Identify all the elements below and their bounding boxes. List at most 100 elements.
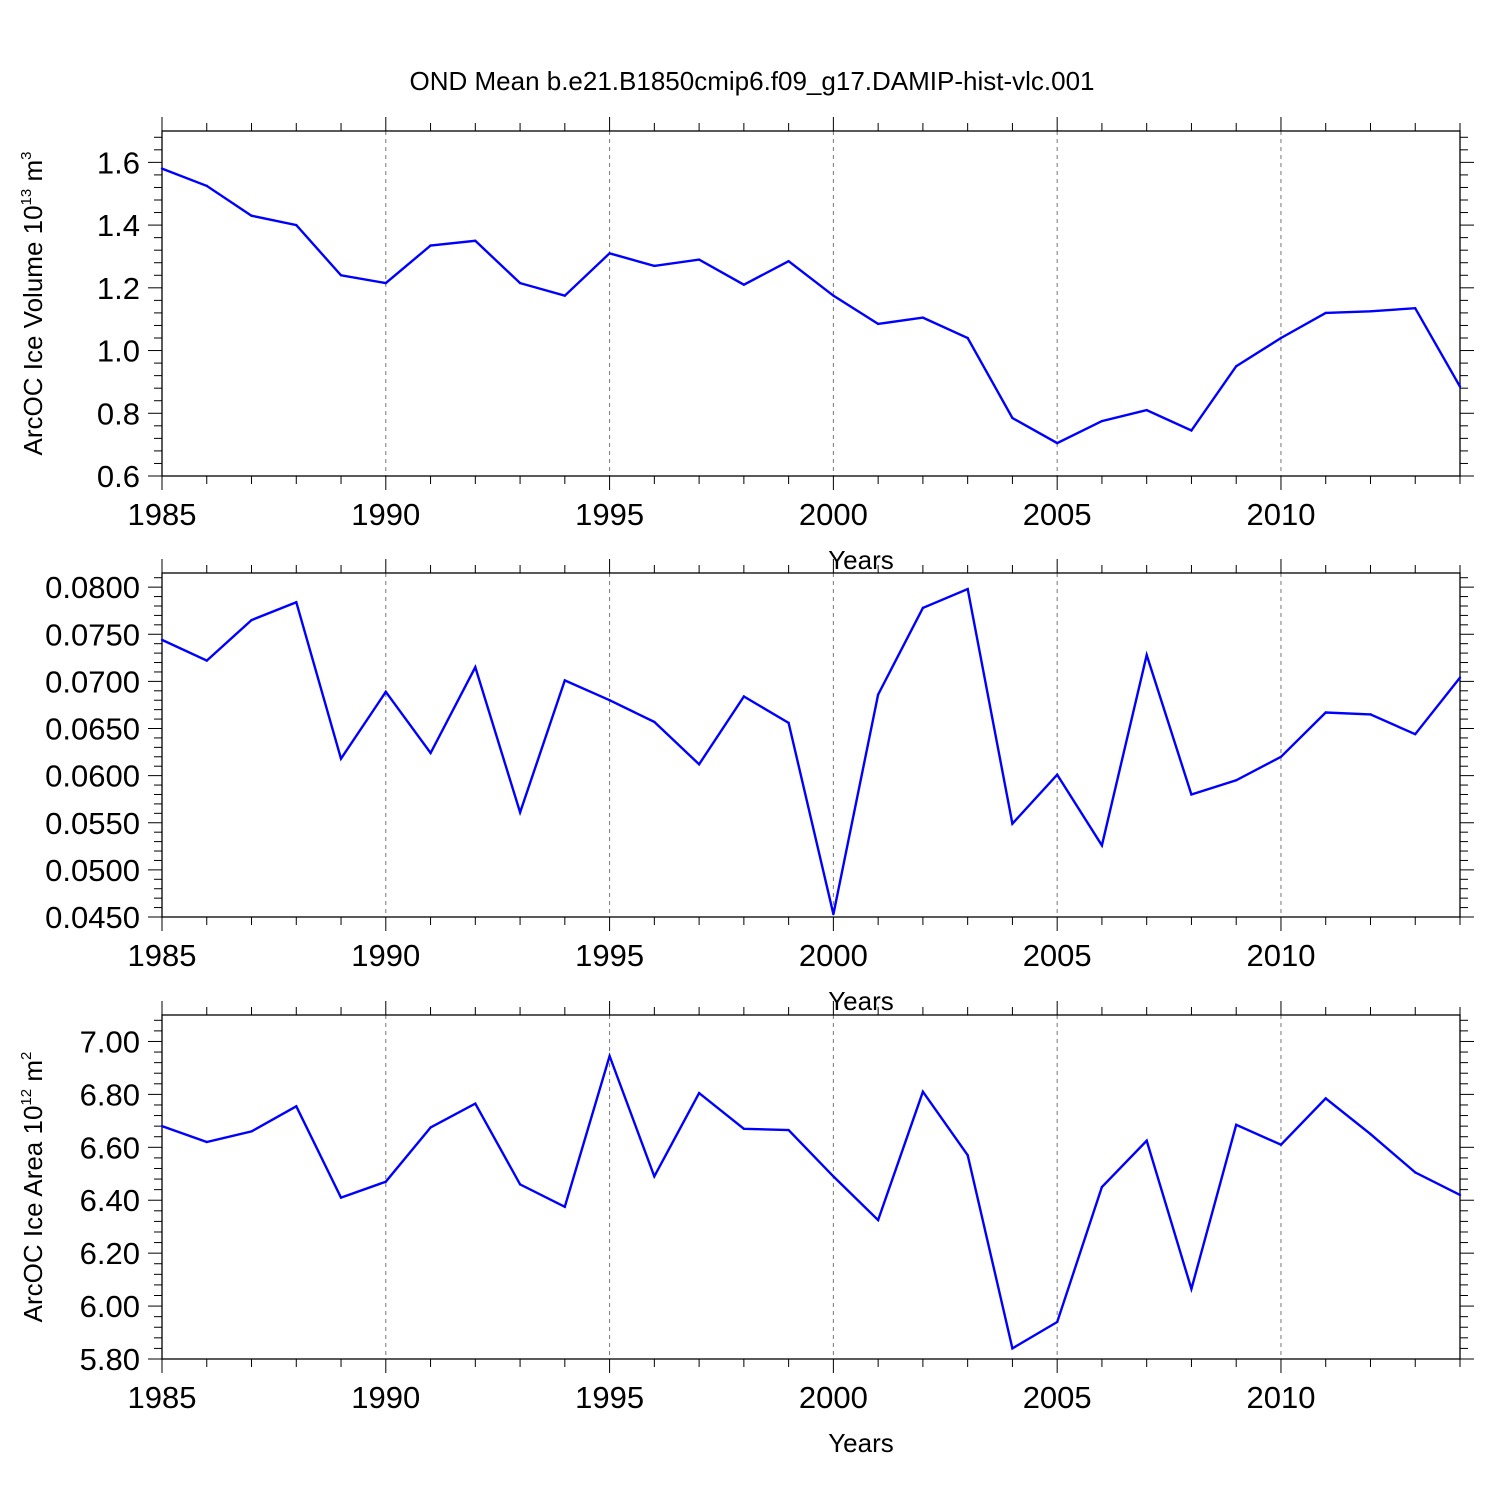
- data-point: [1145, 653, 1148, 657]
- y-tick-label: 6.20: [80, 1236, 140, 1271]
- data-point: [608, 1054, 611, 1058]
- data-point: [160, 167, 164, 170]
- y-tick-label: 1.0: [97, 334, 140, 369]
- data-point: [160, 1124, 164, 1128]
- data-point: [563, 1205, 567, 1209]
- y-tick-label: 6.40: [80, 1183, 140, 1218]
- data-point: [1055, 773, 1059, 776]
- y-tick-label: 6.00: [80, 1289, 140, 1324]
- data-point: [1190, 1287, 1193, 1291]
- data-point: [518, 811, 522, 814]
- y-tick-label: 0.0500: [45, 853, 140, 888]
- x-tick-label: 2000: [799, 938, 868, 973]
- y-tick-label: 1.4: [97, 208, 140, 243]
- y-axis-title: ArcOC Ice Volume 1013 m3: [18, 152, 48, 456]
- data-point: [1279, 336, 1283, 340]
- series-line: [161, 1052, 1461, 1351]
- x-axis-title: Years: [828, 986, 894, 1016]
- data-point: [966, 1154, 969, 1157]
- data-point: [1100, 419, 1104, 423]
- y-tick-label: 7.00: [80, 1024, 140, 1059]
- data-point: [1369, 1132, 1372, 1136]
- series-line: [161, 167, 1462, 445]
- y-tick-label: 0.0450: [45, 900, 140, 935]
- plot-frame: [161, 130, 1461, 477]
- plot-frame: [161, 572, 1461, 918]
- data-point: [653, 1175, 656, 1178]
- data-point: [742, 1127, 746, 1130]
- x-tick-label: 2010: [1246, 497, 1315, 532]
- y-tick-label: 0.8: [97, 396, 140, 431]
- data-point: [742, 283, 746, 286]
- data-point: [608, 699, 611, 702]
- data-point: [384, 690, 387, 693]
- data-point: [295, 601, 298, 604]
- data-point: [295, 223, 298, 227]
- x-tick-label: 1990: [351, 1380, 420, 1415]
- data-point: [474, 1102, 477, 1105]
- data-point: [160, 638, 164, 642]
- y-tick-label: 1.6: [97, 145, 140, 180]
- y-tick-label: 0.0800: [45, 570, 140, 605]
- y-tick-label: 0.6: [97, 459, 140, 494]
- panel-1: 1985 1990 1995 2000 2005 2010 0.6 0.8 1.0 1.2 1.4 1…: [18, 117, 1474, 575]
- data-point: [384, 281, 387, 285]
- data-point: [295, 1105, 298, 1108]
- panels: 1985 1990 1995 2000 2005 2010 0.6 0.8 1.0 1.2 1.4 1…: [18, 117, 1474, 1458]
- y-tick-label: 0.0550: [45, 806, 140, 841]
- data-point: [921, 606, 925, 610]
- data-point: [1011, 416, 1014, 420]
- data-point: [205, 1140, 208, 1144]
- data-point: [1369, 713, 1372, 716]
- data-point: [653, 264, 656, 268]
- data-point: [1235, 1123, 1238, 1127]
- x-tick-label: 2010: [1246, 938, 1315, 973]
- data-point: [429, 244, 432, 247]
- data-point: [1414, 1171, 1417, 1174]
- x-tick-label: 1990: [351, 497, 420, 532]
- x-tick-label: 1990: [351, 938, 420, 973]
- plot-frame: [161, 1014, 1461, 1360]
- data-point: [966, 587, 969, 591]
- data-point: [1324, 311, 1327, 315]
- data-point: [832, 294, 835, 297]
- data-point: [653, 720, 656, 724]
- data-point: [1324, 711, 1327, 714]
- data-point: [966, 336, 969, 340]
- x-tick-label: 2005: [1023, 1380, 1092, 1415]
- series-line: [161, 587, 1461, 915]
- y-tick-label: 1.2: [97, 271, 140, 306]
- x-tick-label: 1985: [128, 497, 197, 532]
- data-point: [787, 721, 790, 725]
- data-point: [339, 1196, 343, 1199]
- data-point: [832, 912, 835, 916]
- x-tick-label: 2005: [1023, 497, 1092, 532]
- x-tick-label: 2010: [1246, 1380, 1315, 1415]
- data-point: [876, 693, 880, 696]
- data-point: [339, 274, 343, 277]
- data-point: [1100, 844, 1104, 847]
- data-point: [876, 322, 880, 326]
- x-axis-title: Years: [828, 1428, 894, 1458]
- data-point: [742, 695, 746, 698]
- data-point: [339, 757, 343, 760]
- data-point: [474, 239, 477, 242]
- y-tick-label: 5.80: [80, 1342, 140, 1377]
- x-tick-label: 1985: [128, 938, 197, 973]
- data-point: [1324, 1097, 1327, 1100]
- x-tick-label: 1995: [575, 938, 644, 973]
- data-point: [1145, 1139, 1148, 1142]
- data-point: [876, 1218, 880, 1222]
- data-point: [1145, 408, 1148, 412]
- data-point: [1190, 429, 1193, 432]
- data-point: [1055, 441, 1059, 445]
- data-point: [1190, 793, 1193, 796]
- data-point: [1100, 1185, 1104, 1189]
- data-point: [205, 659, 208, 662]
- y-axis-title: ArcOC Ice Area 1012 m2: [18, 1052, 48, 1323]
- data-point: [384, 1180, 387, 1183]
- panel-2: 1985 1990 1995 2000 2005 2010 0.0450 0.0500 0.05…: [45, 559, 1474, 1016]
- x-tick-label: 2005: [1023, 938, 1092, 973]
- data-point: [1279, 1143, 1283, 1146]
